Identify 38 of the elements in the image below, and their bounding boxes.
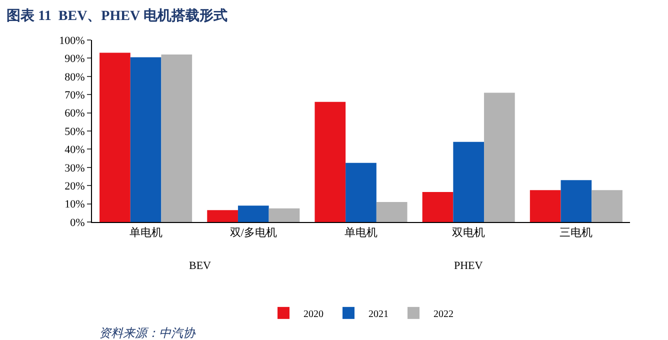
text: PHEV	[454, 260, 483, 272]
text: BEV	[189, 260, 212, 272]
bar	[161, 54, 192, 222]
y-tick-label: 100%	[59, 34, 85, 47]
y-tick-label: 90%	[64, 53, 85, 66]
text: 资料来源：中汽协	[99, 326, 196, 340]
bar	[314, 102, 346, 222]
y-tick-label: 10%	[64, 198, 85, 211]
legend-label: 2021	[368, 308, 388, 320]
x-tick-label: 单电机	[344, 226, 378, 240]
bar	[530, 190, 561, 222]
y-tick-label: 60%	[64, 108, 85, 120]
bar	[100, 52, 130, 222]
chart-title: 图表 11 BEV、PHEV 电机搭载形式	[6, 8, 228, 24]
legend-label: 2022	[434, 308, 454, 320]
bar	[453, 142, 484, 222]
bar	[238, 206, 269, 222]
y-tick-label: 50%	[64, 126, 85, 138]
bar	[376, 202, 408, 222]
y-tick-label: 0%	[70, 216, 85, 229]
bar	[207, 210, 238, 222]
bar	[346, 162, 376, 222]
x-tick-label: 双/多电机	[230, 226, 277, 240]
y-tick-label: 20%	[64, 180, 85, 192]
bar	[130, 57, 162, 222]
bar	[484, 92, 515, 222]
y-tick-label: 70%	[64, 89, 85, 102]
x-tick-label: 双电机	[452, 226, 486, 240]
y-tick-label: 40%	[64, 144, 85, 156]
x-tick-label: 三电机	[560, 226, 593, 240]
y-tick-label: 80%	[64, 71, 85, 84]
bar	[422, 192, 454, 222]
legend-label: 2020	[304, 308, 324, 320]
bar	[560, 180, 592, 222]
x-tick-label: 单电机	[129, 226, 162, 240]
bar	[268, 208, 300, 222]
y-tick-label: 30%	[64, 162, 85, 174]
bar	[592, 190, 622, 222]
